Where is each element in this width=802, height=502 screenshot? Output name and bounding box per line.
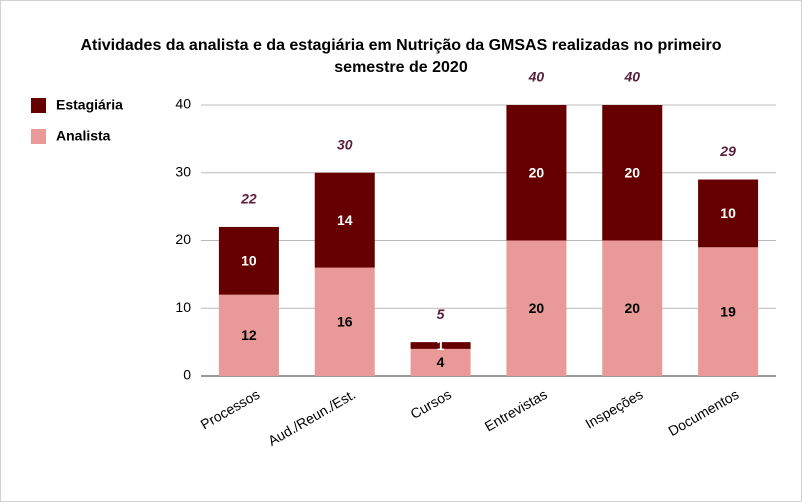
total-label: 5 [437,306,445,322]
total-label: 22 [240,191,257,207]
value-label: 19 [720,303,736,319]
bar-segment [314,267,375,376]
bar-segment [698,179,759,248]
legend-swatch [31,98,46,113]
value-label: 10 [241,253,257,269]
legend-label: Analista [56,128,111,144]
total-label: 30 [337,136,353,152]
bar-segment [218,294,279,376]
chart-title: Atividades da analista e da estagiária e… [80,37,722,76]
value-label: 20 [624,164,640,180]
value-label: 16 [337,314,353,330]
value-label: 20 [529,164,545,180]
bar-segment [506,240,567,376]
bar-segment [410,348,471,376]
bar-segment [410,342,471,349]
value-label: 4 [437,354,445,370]
x-tick-label: Aud./Reun./Est. [265,386,358,449]
legend-swatch [31,129,46,144]
x-tick-label: Inspeções [582,386,645,432]
total-label: 29 [719,143,736,159]
y-tick-label: 40 [175,96,191,112]
bar-segment [602,105,663,241]
y-tick-label: 30 [175,163,191,179]
x-tick-label: Entrevistas [482,386,550,434]
value-label: 10 [720,205,736,221]
value-label: 20 [529,300,545,316]
y-tick-label: 0 [183,367,191,383]
value-label: 14 [337,212,353,228]
bar-segment [506,105,567,241]
legend-label: Estagiária [56,97,123,113]
bar-segment [218,226,279,295]
x-tick-label: Cursos [408,386,454,422]
total-label: 40 [623,69,640,85]
bar-segment [698,247,759,376]
y-tick-label: 20 [175,231,191,247]
total-label: 40 [528,69,545,85]
bar-segment [602,240,663,376]
x-tick-label: Processos [198,386,263,433]
bar-segment [314,172,375,268]
y-tick-label: 10 [175,299,191,315]
value-label: 12 [241,327,257,343]
value-label: 1 [437,337,445,353]
x-tick-label: Documentos [665,386,741,439]
value-label: 20 [624,300,640,316]
